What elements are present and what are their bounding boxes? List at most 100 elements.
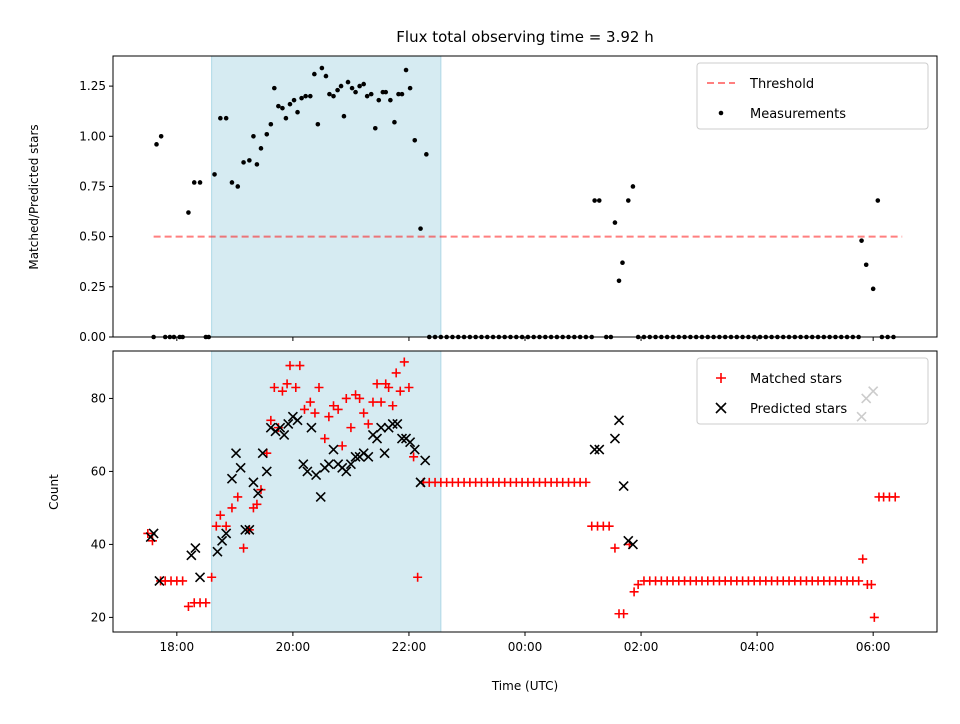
data-point [604,521,614,531]
data-point [211,521,221,531]
data-point [338,83,344,89]
data-point [312,71,317,77]
data-point [303,93,308,99]
legend-box [696,357,929,425]
data-point [399,357,409,367]
data-point [218,115,223,121]
data-point [620,260,625,266]
data-point [368,91,374,97]
data-point [272,85,277,91]
data-point [589,444,600,455]
data-point [633,580,643,590]
data-point [221,528,232,539]
data-point [619,609,629,619]
data-point [239,543,249,553]
data-point [329,401,339,411]
observing-span [211,55,442,338]
data-point [328,444,339,455]
x-tick-label: 22:00 [392,640,427,654]
legend-x-marker [715,402,727,414]
data-point [307,93,313,99]
data-point [299,404,309,414]
data-point [212,546,223,557]
legend-plus-marker [716,373,726,383]
data-point [345,459,356,470]
data-point [363,419,373,429]
data-point [311,470,322,481]
data-point [384,382,394,392]
data-point [253,488,264,499]
data-point [298,459,309,470]
data-point [372,125,378,131]
data-point [412,138,418,143]
y-tick-label: 80 [91,391,106,405]
data-point [251,133,256,139]
data-point [292,415,303,426]
data-point [341,113,347,119]
bottom-y-axis-label: Count [47,474,61,510]
data-point [315,491,326,503]
data-point [178,576,188,586]
data-point [310,408,320,418]
data-point [625,198,631,203]
legend-label: Predicted stars [750,402,847,417]
data-point [399,91,405,97]
data-point [283,418,294,430]
data-point [409,444,420,455]
data-point [266,415,276,425]
y-tick-label: 0.50 [79,230,106,244]
data-point [396,91,401,97]
data-point [870,286,876,292]
data-point [420,455,431,466]
data-point [306,422,317,433]
data-point [609,433,621,444]
data-point [395,386,405,396]
data-point [277,386,287,396]
data-point [391,368,401,378]
data-point [415,477,426,488]
data-point [592,198,597,203]
data-point [424,152,429,157]
data-point [331,93,336,99]
x-tick-label: 00:00 [508,640,543,654]
data-point [190,542,201,554]
data-point [379,448,390,459]
legend: Matched stars Predicted stars [696,357,929,425]
data-point [407,85,413,91]
data-point [302,466,313,477]
chart-title: Flux total observing time = 3.92 h [396,28,653,46]
data-point [372,379,382,389]
data-point [371,433,383,444]
data-point [248,477,259,488]
data-point [235,462,246,473]
data-point [154,575,165,586]
data-point [629,587,639,597]
data-point [355,393,365,403]
data-point [376,397,386,407]
data-point [863,262,869,268]
data-point [324,412,334,422]
data-point [186,550,197,561]
data-point [581,477,591,487]
legend-box [696,62,929,130]
y-tick-label: 0.00 [79,330,106,344]
data-point [226,473,238,484]
legend-label: Matched stars [750,372,842,387]
y-tick-label: 1.25 [79,79,106,93]
legend-label: Measurements [750,107,846,122]
y-tick-label: 0.75 [79,179,106,193]
data-point [215,510,225,520]
data-point [212,172,217,177]
data-point [229,180,235,185]
data-point [404,382,414,392]
data-point [383,89,389,95]
data-point [418,226,423,231]
data-point [327,91,332,97]
data-point [283,115,289,121]
x-tick-label: 18:00 [160,640,195,654]
data-point [612,220,618,225]
data-point [275,422,286,433]
data-point [388,401,398,411]
data-point [269,382,279,392]
